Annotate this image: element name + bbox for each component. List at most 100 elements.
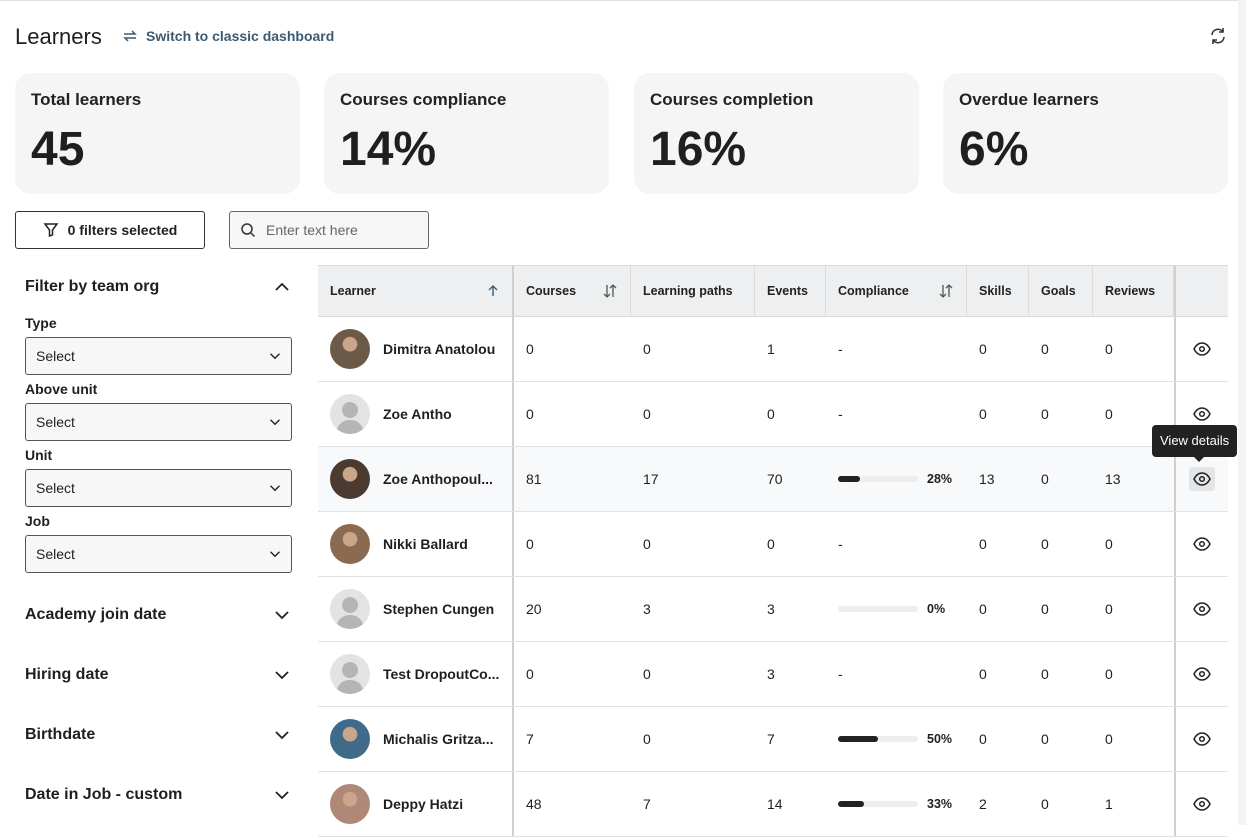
table-row[interactable]: Zoe Anthopoul... 81 17 70 28% 13 0 13 — [318, 447, 1228, 512]
view-details-button[interactable] — [1189, 402, 1215, 426]
select-value: Select — [36, 414, 75, 430]
skills-cell: 0 — [979, 536, 987, 552]
compliance-progress-bar — [838, 476, 918, 482]
filter-section-birthdate[interactable]: Birthdate — [15, 705, 300, 765]
learner-cell[interactable]: Deppy Hatzi — [318, 772, 514, 836]
courses-cell: 20 — [526, 601, 542, 617]
goals-cell: 0 — [1041, 796, 1049, 812]
actions-cell — [1174, 317, 1228, 381]
refresh-button[interactable] — [1208, 26, 1228, 51]
column-header-learner[interactable]: Learner — [318, 266, 514, 316]
table-row[interactable]: Zoe Antho 0 0 0 - 0 0 0 — [318, 382, 1228, 447]
learner-name: Michalis Gritza... — [383, 731, 494, 747]
events-cell: 1 — [767, 341, 775, 357]
compliance-value: 0% — [927, 602, 946, 616]
scrollbar[interactable] — [1238, 0, 1246, 825]
chevron-down-icon — [270, 485, 280, 492]
avatar-placeholder — [330, 654, 370, 694]
eye-icon — [1193, 602, 1211, 616]
table-row[interactable]: Nikki Ballard 0 0 0 - 0 0 0 — [318, 512, 1228, 577]
filter-section-date-in-job-custom[interactable]: Date in Job - custom — [15, 765, 300, 825]
compliance-progress-bar — [838, 801, 918, 807]
chevron-up-icon — [275, 282, 289, 291]
field-label: Type — [25, 315, 57, 331]
learning-paths-cell: 0 — [643, 536, 651, 552]
avatar-placeholder — [330, 589, 370, 629]
learner-cell[interactable]: Test DropoutCo... — [318, 642, 514, 706]
filter-team-org-header[interactable]: Filter by team org — [15, 265, 300, 309]
column-header-reviews[interactable]: Reviews — [1093, 266, 1174, 316]
column-label: Events — [767, 284, 808, 298]
type-select[interactable]: Select — [25, 337, 292, 375]
filters-button[interactable]: 0 filters selected — [15, 211, 205, 249]
courses-cell: 0 — [526, 536, 534, 552]
events-cell: 3 — [767, 601, 775, 617]
learner-cell[interactable]: Dimitra Anatolou — [318, 317, 514, 381]
filter-section-academy-join-date[interactable]: Academy join date — [15, 585, 300, 645]
section-title: Academy join date — [25, 606, 167, 623]
chevron-down-icon — [275, 611, 289, 620]
view-details-button[interactable] — [1189, 597, 1215, 621]
compliance-cell: 0% — [826, 577, 967, 641]
search-box[interactable] — [229, 211, 429, 249]
view-details-button[interactable] — [1189, 792, 1215, 816]
skills-cell: 0 — [979, 341, 987, 357]
actions-cell — [1174, 642, 1228, 706]
table-row[interactable]: Michalis Gritza... 7 0 7 50% 0 0 0 — [318, 707, 1228, 772]
actions-cell — [1174, 447, 1228, 511]
learner-cell[interactable]: Stephen Cungen — [318, 577, 514, 641]
column-header-courses[interactable]: Courses — [514, 266, 631, 316]
events-cell: 0 — [767, 406, 775, 422]
stat-value: 45 — [31, 123, 85, 176]
column-header-compliance[interactable]: Compliance — [826, 266, 967, 316]
events-cell: 70 — [767, 471, 783, 487]
table-row[interactable]: Deppy Hatzi 48 7 14 33% 2 0 1 — [318, 772, 1228, 837]
field-label: Job — [25, 513, 50, 529]
skills-cell: 0 — [979, 731, 987, 747]
avatar — [330, 784, 370, 824]
table-row[interactable]: Test DropoutCo... 0 0 3 - 0 0 0 — [318, 642, 1228, 707]
actions-cell — [1174, 772, 1228, 836]
filter-section-hiring-date[interactable]: Hiring date — [15, 645, 300, 705]
section-title: Filter by team org — [25, 278, 160, 295]
goals-cell: 0 — [1041, 341, 1049, 357]
unit-select[interactable]: Select — [25, 469, 292, 507]
column-header-learning-paths[interactable]: Learning paths — [631, 266, 755, 316]
learner-name: Test DropoutCo... — [383, 666, 500, 682]
table-row[interactable]: Dimitra Anatolou 0 0 1 - 0 0 0 — [318, 317, 1228, 382]
search-input[interactable] — [266, 222, 416, 238]
learner-cell[interactable]: Zoe Anthopoul... — [318, 447, 514, 511]
learning-paths-cell: 17 — [643, 471, 659, 487]
goals-cell: 0 — [1041, 471, 1049, 487]
section-title: Date in Job - custom — [25, 786, 183, 803]
column-header-events[interactable]: Events — [755, 266, 826, 316]
filter-icon — [43, 223, 59, 238]
reviews-cell: 0 — [1105, 406, 1113, 422]
view-details-button[interactable] — [1189, 532, 1215, 556]
sort-ascending-icon[interactable] — [486, 284, 500, 298]
compliance-cell: 33% — [826, 772, 967, 836]
eye-icon — [1193, 732, 1211, 746]
view-details-button[interactable] — [1189, 662, 1215, 686]
switch-classic-dashboard-link[interactable]: Switch to classic dashboard — [122, 28, 334, 44]
stat-value: 14% — [340, 123, 437, 176]
column-label: Reviews — [1105, 284, 1156, 298]
column-header-goals[interactable]: Goals — [1029, 266, 1093, 316]
stat-card-overdue-learners: Overdue learners 6% — [943, 73, 1228, 194]
column-label: Compliance — [838, 284, 909, 298]
table-row[interactable]: Stephen Cungen 20 3 3 0% 0 0 0 — [318, 577, 1228, 642]
job-select[interactable]: Select — [25, 535, 292, 573]
view-details-button[interactable] — [1189, 337, 1215, 361]
above-unit-select[interactable]: Select — [25, 403, 292, 441]
avatar — [330, 719, 370, 759]
reviews-cell: 0 — [1105, 731, 1113, 747]
view-details-button[interactable] — [1189, 727, 1215, 751]
learner-cell[interactable]: Michalis Gritza... — [318, 707, 514, 771]
sort-icon[interactable] — [602, 284, 618, 298]
column-label: Courses — [526, 284, 577, 298]
learner-cell[interactable]: Zoe Antho — [318, 382, 514, 446]
learner-cell[interactable]: Nikki Ballard — [318, 512, 514, 576]
view-details-button[interactable] — [1189, 467, 1215, 491]
sort-icon[interactable] — [938, 284, 954, 298]
column-header-skills[interactable]: Skills — [967, 266, 1029, 316]
